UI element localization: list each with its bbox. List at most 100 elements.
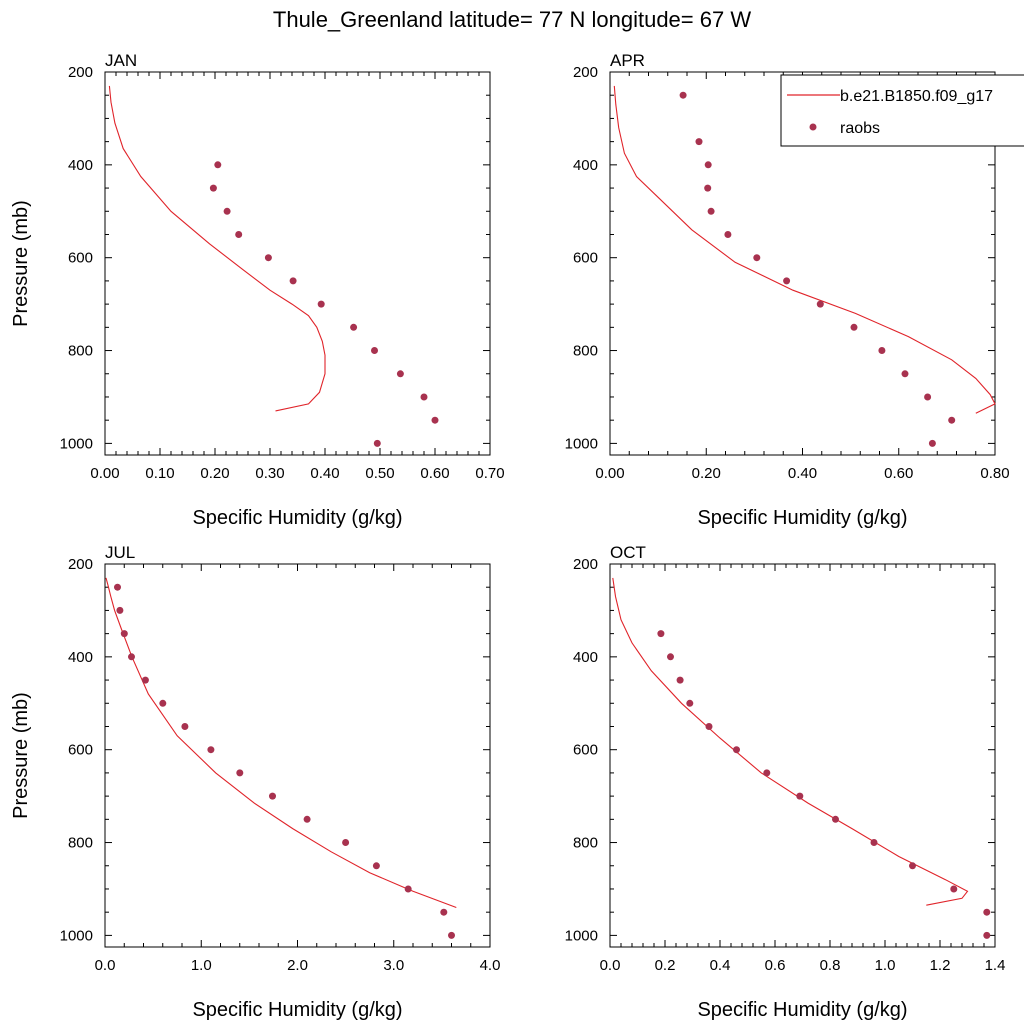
raobs-point xyxy=(657,630,665,638)
panel-label: APR xyxy=(610,51,645,70)
raobs-point xyxy=(223,207,231,215)
y-tick-label: 400 xyxy=(68,649,93,666)
y-axis-label: Pressure (mb) xyxy=(10,200,32,327)
x-tick-label: 1.0 xyxy=(191,957,212,974)
raobs-point xyxy=(753,254,761,262)
raobs-point xyxy=(235,231,243,238)
y-axis-label: Pressure (mb) xyxy=(10,692,32,819)
x-tick-label: 0.60 xyxy=(420,465,449,482)
x-tick-label: 0.40 xyxy=(788,465,817,482)
y-tick-label: 800 xyxy=(68,835,93,852)
y-tick-label: 600 xyxy=(573,250,598,267)
y-tick-label: 1000 xyxy=(565,435,598,452)
raobs-point xyxy=(983,931,991,939)
raobs-point xyxy=(783,277,791,285)
raobs-point xyxy=(909,862,916,870)
x-tick-label: 0.2 xyxy=(655,957,676,974)
raobs-point xyxy=(120,630,128,638)
raobs-point xyxy=(704,161,712,169)
raobs-point xyxy=(372,862,380,870)
x-tick-label: 0.0 xyxy=(600,957,621,974)
x-tick-label: 3.0 xyxy=(383,957,404,974)
raobs-point xyxy=(303,815,311,823)
legend-model-label: b.e21.B1850.f09_g17 xyxy=(840,88,993,105)
raobs-point xyxy=(159,699,167,707)
raobs-point xyxy=(269,792,276,800)
raobs-point xyxy=(924,393,932,401)
raobs-point xyxy=(816,300,824,308)
y-tick-label: 600 xyxy=(68,250,93,267)
raobs-point xyxy=(350,323,358,331)
x-tick-label: 0.70 xyxy=(475,465,504,482)
model-line xyxy=(612,577,969,906)
x-tick-label: 4.0 xyxy=(480,957,501,974)
x-tick-label: 0.20 xyxy=(200,465,229,482)
raobs-point xyxy=(404,885,412,893)
panel-label: OCT xyxy=(610,543,646,562)
panel-label: JAN xyxy=(105,51,137,70)
raobs-point xyxy=(317,300,325,308)
legend: b.e21.B1850.f09_g17 raobs xyxy=(780,74,1024,147)
x-axis-label: Specific Humidity (g/kg) xyxy=(192,999,402,1021)
raobs-point xyxy=(676,676,684,684)
y-tick-label: 200 xyxy=(68,64,93,81)
y-tick-label: 800 xyxy=(573,343,598,360)
x-tick-label: 0.30 xyxy=(255,465,284,482)
raobs-point xyxy=(733,746,740,754)
raobs-point xyxy=(209,184,217,192)
raobs-point xyxy=(983,908,991,916)
x-tick-label: 0.40 xyxy=(310,465,339,482)
x-tick-label: 0.0 xyxy=(95,957,116,974)
x-tick-label: 0.20 xyxy=(692,465,721,482)
panel-label: JUL xyxy=(105,543,135,562)
x-axis-label: Specific Humidity (g/kg) xyxy=(697,507,907,529)
x-tick-label: 2.0 xyxy=(287,957,308,974)
y-tick-label: 200 xyxy=(573,556,598,573)
raobs-point xyxy=(141,676,149,684)
raobs-point xyxy=(289,277,297,285)
raobs-point xyxy=(695,138,703,146)
raobs-point xyxy=(763,769,771,777)
raobs-point xyxy=(214,161,222,169)
raobs-point xyxy=(236,769,244,777)
x-tick-label: 0.50 xyxy=(365,465,394,482)
raobs-point xyxy=(420,393,428,401)
raobs-point xyxy=(707,207,715,215)
raobs-point xyxy=(448,931,455,939)
raobs-point xyxy=(440,908,448,916)
y-tick-label: 400 xyxy=(573,157,598,174)
raobs-point xyxy=(878,347,886,354)
model-line xyxy=(613,85,996,414)
raobs-point xyxy=(928,439,936,447)
panel-jan: JAN 0.00 0.10 0.20 0.30 0.40 0.50 0.60 0.70 200 40… xyxy=(10,51,505,529)
raobs-point xyxy=(704,184,712,192)
y-tick-label: 400 xyxy=(573,649,598,666)
raobs-point xyxy=(396,370,404,378)
raobs-point xyxy=(948,416,956,424)
raobs-point xyxy=(679,91,687,99)
plot-frame xyxy=(609,563,996,948)
raobs-point xyxy=(114,583,121,591)
x-tick-label: 1.4 xyxy=(985,957,1006,974)
y-tick-label: 800 xyxy=(573,835,598,852)
raobs-point xyxy=(371,347,378,354)
raobs-point xyxy=(128,653,135,661)
x-tick-label: 1.0 xyxy=(875,957,896,974)
raobs-point xyxy=(264,254,272,262)
model-line xyxy=(108,85,326,412)
y-tick-label: 800 xyxy=(68,343,93,360)
figure-title: Thule_Greenland latitude= 77 N longitude… xyxy=(273,7,751,32)
panel-jul: JUL 0.0 1.0 2.0 3.0 4.0 200 400 600 800 1000 Specif… xyxy=(10,543,500,1021)
raobs-point xyxy=(901,370,909,378)
y-tick-label: 200 xyxy=(68,556,93,573)
raobs-point xyxy=(431,416,439,424)
x-tick-label: 0.80 xyxy=(980,465,1009,482)
raobs-point xyxy=(667,653,674,661)
raobs-point xyxy=(796,792,804,800)
x-tick-label: 0.4 xyxy=(710,957,731,974)
raobs-point xyxy=(686,699,694,707)
panels: JAN 0.00 0.10 0.20 0.30 0.40 0.50 0.60 0.70 200 40… xyxy=(10,51,1010,1021)
y-tick-label: 1000 xyxy=(60,435,93,452)
raobs-point xyxy=(870,839,878,846)
